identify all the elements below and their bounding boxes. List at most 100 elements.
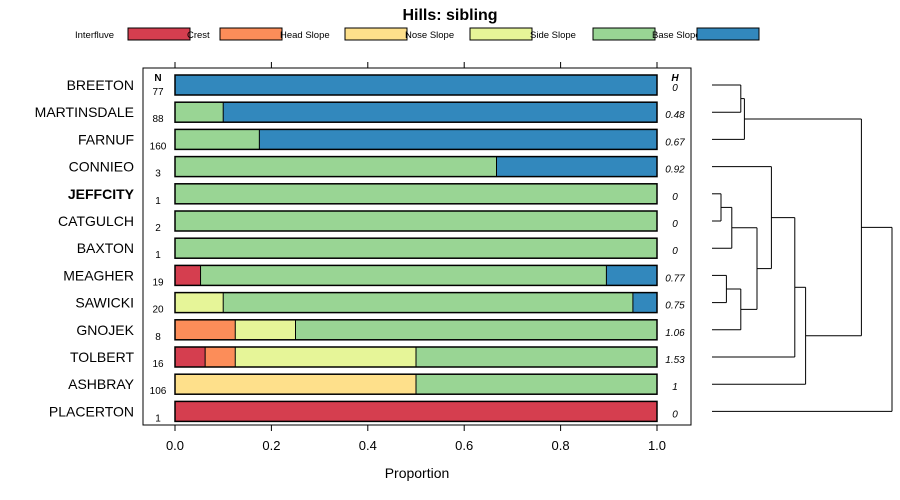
row-label: CONNIEO — [69, 159, 134, 175]
x-tick-label: 1.0 — [648, 438, 666, 453]
n-value: 3 — [155, 169, 161, 180]
bar-segment — [200, 265, 607, 286]
bar-segment — [259, 129, 657, 150]
row: SAWICKI 20 0.75 — [75, 291, 685, 316]
n-value: 1 — [155, 196, 161, 207]
bar-outline — [174, 319, 658, 341]
n-value: 77 — [152, 87, 164, 98]
h-value: 0 — [672, 83, 678, 94]
bar-segment — [235, 347, 416, 367]
legend-label: Base Slope — [652, 30, 701, 41]
dendrogram — [712, 84, 893, 412]
bar-outline — [174, 128, 658, 151]
row-label: BAXTON — [77, 240, 134, 256]
x-tick-label: 0.4 — [359, 438, 377, 453]
bar-outline — [174, 346, 658, 368]
legend-swatch — [696, 27, 760, 41]
row-label: GNOJEK — [76, 322, 134, 338]
h-value: 0.92 — [665, 165, 685, 176]
bar-segment — [175, 238, 657, 259]
bar-outline — [174, 373, 658, 395]
n-value: 1 — [155, 413, 161, 424]
bar-segment — [175, 292, 224, 313]
h-column-header: H — [671, 73, 679, 84]
n-value: 8 — [155, 332, 161, 343]
bar-segment — [175, 319, 236, 340]
row: BREETON 77 0 — [67, 74, 678, 98]
bar-outline — [174, 291, 658, 314]
n-value: 20 — [152, 305, 164, 316]
bar-outline — [174, 101, 658, 123]
bar-outline — [174, 74, 658, 96]
n-value: 16 — [152, 359, 164, 370]
row-label: BREETON — [67, 77, 134, 93]
bar-outline — [174, 264, 658, 287]
h-value: 0 — [672, 409, 678, 420]
h-value: 0 — [672, 219, 678, 230]
bar-segment — [175, 129, 260, 150]
x-tick-label: 0.0 — [166, 438, 184, 453]
n-value: 88 — [152, 114, 164, 125]
legend-label: Head Slope — [280, 30, 330, 41]
x-axis-label: Proportion — [385, 465, 450, 481]
row: CATGULCH 2 0 — [58, 210, 678, 234]
row: BAXTON 1 0 — [77, 237, 678, 261]
legend-label: Crest — [187, 30, 210, 41]
h-value: 1.06 — [665, 328, 685, 339]
row-label: TOLBERT — [70, 349, 135, 365]
bar-segment — [416, 374, 657, 395]
row-label: ASHBRAY — [68, 376, 135, 392]
bar-segment — [175, 401, 657, 422]
x-axis: 0.0 0.2 0.4 0.6 0.8 1.0 — [166, 62, 666, 453]
row: TOLBERT 16 1.53 — [70, 346, 685, 370]
legend-swatch — [127, 27, 191, 41]
bar-segment — [175, 102, 224, 123]
row-label: JEFFCITY — [68, 186, 135, 202]
bar-segment — [175, 374, 416, 395]
bar-segment — [606, 265, 657, 286]
h-value: 0.77 — [665, 273, 685, 284]
row-label: CATGULCH — [58, 213, 134, 229]
row: ASHBRAY 106 1 — [68, 373, 678, 397]
row: PLACERTON 1 0 — [49, 400, 678, 424]
row: FARNUF 160 0.67 — [78, 128, 685, 152]
row: MARTINSDALE 88 0.48 — [35, 101, 685, 125]
legend-swatch — [592, 27, 656, 41]
bar-segment — [175, 347, 206, 367]
bar-outline — [174, 183, 658, 205]
legend-label: Side Slope — [530, 30, 576, 41]
h-value: 0 — [672, 192, 678, 203]
bar-segment — [496, 156, 657, 177]
bar-segment — [175, 183, 657, 204]
row: GNOJEK 8 1.06 — [76, 319, 685, 343]
n-value: 19 — [152, 277, 164, 288]
h-value: 0.48 — [665, 110, 685, 121]
row: JEFFCITY 1 0 — [68, 183, 678, 207]
n-value: 160 — [150, 141, 167, 152]
chart-title: Hills: sibling — [402, 7, 497, 24]
bar-outline — [174, 155, 658, 178]
n-column-header: N — [154, 73, 161, 84]
legend-swatch — [469, 27, 533, 41]
row-label: MEAGHER — [63, 267, 134, 283]
row-label: PLACERTON — [49, 403, 134, 419]
row: MEAGHER 19 0.77 — [63, 264, 685, 288]
row-label: SAWICKI — [75, 295, 134, 311]
legend: Interfluve Crest Head Slope Nose Slope Side … — [75, 27, 760, 41]
bar-segment — [416, 347, 657, 367]
bar-segment — [295, 319, 657, 340]
legend-swatch — [344, 27, 408, 41]
x-tick-label: 0.6 — [455, 438, 473, 453]
bar-outline — [174, 400, 658, 423]
x-tick-label: 0.2 — [262, 438, 280, 453]
h-value: 1 — [672, 382, 678, 393]
bar-segment — [632, 292, 657, 313]
bar-segment — [175, 211, 657, 231]
n-value: 1 — [155, 250, 161, 261]
legend-label: Nose Slope — [405, 30, 454, 41]
x-tick-label: 0.8 — [552, 438, 570, 453]
h-value: 0 — [672, 246, 678, 257]
bar-outline — [174, 210, 658, 232]
h-value: 0.75 — [665, 301, 685, 312]
